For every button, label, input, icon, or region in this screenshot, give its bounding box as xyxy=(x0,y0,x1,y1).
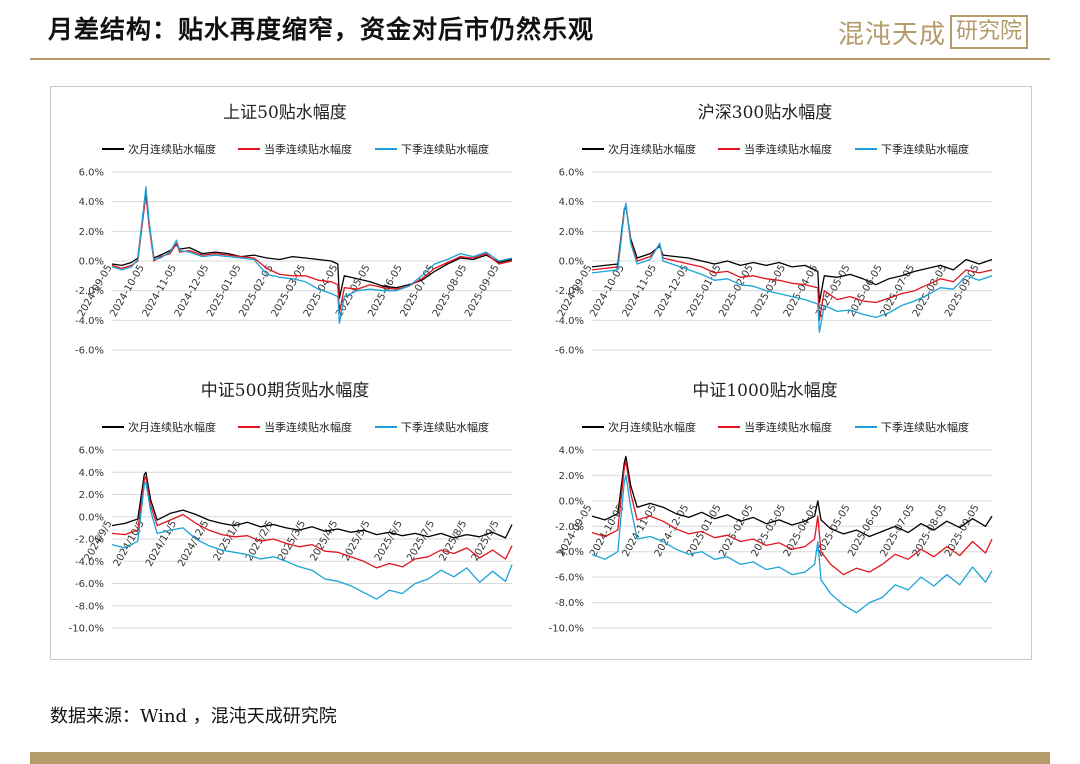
x-tick-label: 2025-09-05 xyxy=(943,503,982,559)
x-tick-label: 2025/1/5 xyxy=(212,519,244,563)
y-tick-label: -6.0% xyxy=(555,346,584,357)
legend-label: 当季连续贴水幅度 xyxy=(264,420,352,434)
legend-item: 次月连续贴水幅度 xyxy=(582,420,696,434)
legend-label: 下季连续贴水幅度 xyxy=(401,142,489,156)
series-line xyxy=(591,460,993,576)
legend-label: 次月连续贴水幅度 xyxy=(608,142,696,156)
y-tick-label: 4.0% xyxy=(79,468,104,479)
legend-label: 下季连续贴水幅度 xyxy=(881,420,969,434)
y-tick-label: -4.0% xyxy=(75,557,104,568)
legend-item: 当季连续贴水幅度 xyxy=(238,420,352,434)
chart-title: 沪深300贴水幅度 xyxy=(698,103,832,123)
chart-sz50: 上证50贴水幅度次月连续贴水幅度 当季连续贴水幅度 下季连续贴水幅度 6.0% 4.0%… xyxy=(60,92,530,364)
y-tick-label: 0.0% xyxy=(559,496,584,507)
series-line xyxy=(111,186,513,324)
legend-item: 次月连续贴水幅度 xyxy=(102,420,216,434)
y-tick-label: 2.0% xyxy=(559,227,584,238)
y-tick-label: -2.0% xyxy=(75,535,104,546)
y-tick-label: -6.0% xyxy=(75,346,104,357)
y-tick-label: 6.0% xyxy=(79,168,104,179)
y-tick-label: -2.0% xyxy=(555,286,584,297)
y-tick-label: -8.0% xyxy=(555,598,584,609)
y-tick-label: -4.0% xyxy=(75,316,104,327)
legend-label: 次月连续贴水幅度 xyxy=(128,142,216,156)
y-tick-label: -4.0% xyxy=(555,547,584,558)
legend-label: 下季连续贴水幅度 xyxy=(401,420,489,434)
legend-item: 下季连续贴水幅度 xyxy=(375,142,489,156)
y-tick-label: -2.0% xyxy=(75,286,104,297)
y-tick-label: 6.0% xyxy=(559,168,584,179)
chart-zz1000: 中证1000贴水幅度次月连续贴水幅度 当季连续贴水幅度 下季连续贴水幅度 4.0% 2.… xyxy=(540,370,1010,642)
y-tick-label: -2.0% xyxy=(555,522,584,533)
legend-label: 次月连续贴水幅度 xyxy=(608,420,696,434)
series-line xyxy=(111,481,513,600)
y-tick-label: 2.0% xyxy=(79,227,104,238)
y-tick-label: -10.0% xyxy=(69,624,104,635)
series-line xyxy=(111,471,513,539)
x-tick-label: 2025/6/5 xyxy=(373,519,405,563)
x-tick-label: 2025/7/5 xyxy=(405,519,437,563)
series-line xyxy=(591,203,993,321)
legend-item: 当季连续贴水幅度 xyxy=(718,420,832,434)
x-tick-label: 2025/8/5 xyxy=(437,519,469,563)
x-tick-label: 2025/5/5 xyxy=(341,519,373,563)
legend-label: 当季连续贴水幅度 xyxy=(744,142,832,156)
charts-panel xyxy=(50,86,1032,660)
series-line xyxy=(591,202,993,333)
y-tick-label: 4.0% xyxy=(79,197,104,208)
series-line xyxy=(591,205,993,304)
legend-item: 下季连续贴水幅度 xyxy=(375,420,489,434)
y-tick-label: -10.0% xyxy=(549,624,584,635)
y-tick-label: 0.0% xyxy=(559,257,584,268)
y-tick-label: -4.0% xyxy=(555,316,584,327)
legend-item: 当季连续贴水幅度 xyxy=(718,142,832,156)
legend-label: 下季连续贴水幅度 xyxy=(881,142,969,156)
chart-title: 中证1000贴水幅度 xyxy=(692,381,837,401)
y-tick-label: -6.0% xyxy=(555,573,584,584)
y-tick-label: 4.0% xyxy=(559,197,584,208)
legend-item: 当季连续贴水幅度 xyxy=(238,142,352,156)
y-tick-label: 2.0% xyxy=(79,490,104,501)
page-title: 月差结构：贴水再度缩窄，资金对后市仍然乐观 xyxy=(48,15,595,44)
legend-label: 次月连续贴水幅度 xyxy=(128,420,216,434)
logo-main-text: 混沌天成 xyxy=(837,19,946,50)
legend-item: 下季连续贴水幅度 xyxy=(855,420,969,434)
series-line xyxy=(591,474,993,614)
x-tick-label: 2025/4/5 xyxy=(308,519,340,563)
logo-box-text: 研究院 xyxy=(949,15,1028,49)
y-tick-label: -8.0% xyxy=(75,601,104,612)
y-tick-label: -6.0% xyxy=(75,579,104,590)
series-line xyxy=(111,476,513,569)
y-tick-label: 6.0% xyxy=(79,446,104,457)
x-tick-label: 2025/9/5 xyxy=(470,519,502,563)
legend-item: 次月连续贴水幅度 xyxy=(102,142,216,156)
header-divider xyxy=(30,58,1050,60)
y-tick-label: 4.0% xyxy=(559,446,584,457)
chart-hs300: 沪深300贴水幅度次月连续贴水幅度 当季连续贴水幅度 下季连续贴水幅度 6.0% 4.0… xyxy=(540,92,1010,364)
legend-label: 当季连续贴水幅度 xyxy=(264,142,352,156)
y-tick-label: 0.0% xyxy=(79,257,104,268)
y-tick-label: 2.0% xyxy=(559,471,584,482)
series-line xyxy=(591,455,993,538)
chart-title: 上证50贴水幅度 xyxy=(223,103,347,123)
data-source-note: 数据来源：Wind ，混沌天成研究院 xyxy=(50,706,337,727)
brand-logo: 混沌天成 研究院 xyxy=(838,12,1028,52)
legend-item: 下季连续贴水幅度 xyxy=(855,142,969,156)
footer-bar xyxy=(30,752,1050,764)
y-tick-label: 0.0% xyxy=(79,512,104,523)
legend-item: 次月连续贴水幅度 xyxy=(582,142,696,156)
chart-zz500: 中证500期货贴水幅度次月连续贴水幅度 当季连续贴水幅度 下季连续贴水幅度 6.0% 4… xyxy=(60,370,530,642)
chart-title: 中证500期货贴水幅度 xyxy=(201,381,369,401)
legend-label: 当季连续贴水幅度 xyxy=(744,420,832,434)
